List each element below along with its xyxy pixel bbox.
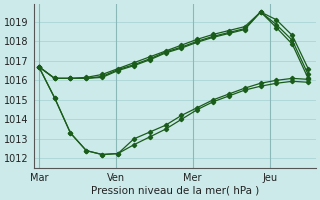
X-axis label: Pression niveau de la mer( hPa ): Pression niveau de la mer( hPa )	[91, 186, 259, 196]
